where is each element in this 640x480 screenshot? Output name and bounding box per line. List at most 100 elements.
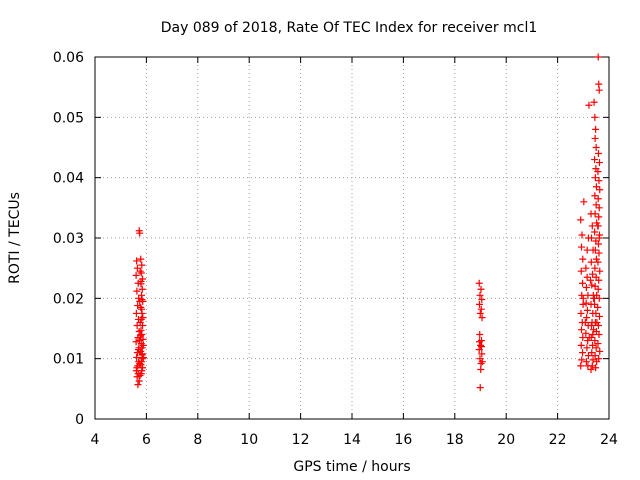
data-point [589, 356, 597, 364]
data-point [591, 264, 599, 272]
data-point [577, 309, 585, 317]
data-point [139, 353, 147, 361]
data-point [591, 282, 599, 290]
data-point [588, 281, 596, 289]
data-point [139, 364, 147, 372]
data-point [478, 358, 486, 366]
data-point [583, 273, 591, 281]
data-point [595, 276, 603, 284]
plot-frame [94, 56, 610, 420]
data-point [580, 198, 588, 206]
data-point [139, 321, 147, 329]
data-point [587, 334, 595, 342]
data-point [478, 343, 486, 351]
data-point [595, 294, 603, 302]
data-point [585, 101, 593, 109]
x-tick-label: 22 [549, 432, 567, 448]
x-tick-label: 20 [497, 432, 515, 448]
data-point [594, 285, 602, 293]
data-point [578, 231, 586, 239]
data-point [477, 305, 485, 313]
data-point [582, 264, 590, 272]
data-point [579, 294, 587, 302]
x-tick-label: 16 [394, 432, 412, 448]
y-tick-label: 0.05 [53, 110, 84, 126]
data-point [582, 329, 590, 337]
data-point [592, 255, 600, 263]
data-point [138, 331, 146, 339]
data-point [595, 355, 603, 363]
data-point [595, 234, 603, 242]
data-point [589, 270, 597, 278]
data-point [478, 314, 486, 322]
data-point [592, 364, 600, 372]
data-point [595, 80, 603, 88]
x-tick-label: 12 [292, 432, 310, 448]
data-point [596, 186, 604, 194]
x-tick-label: 6 [142, 432, 151, 448]
data-point [594, 303, 602, 311]
data-point [136, 332, 144, 340]
data-point [138, 296, 146, 304]
data-point [591, 300, 599, 308]
x-axis-label: GPS time / hours [293, 459, 410, 475]
data-point [136, 267, 144, 275]
data-point [132, 338, 140, 346]
data-point [577, 216, 585, 224]
data-point [594, 195, 602, 203]
x-tick-label: 14 [343, 432, 361, 448]
data-points [132, 53, 604, 392]
data-point [577, 341, 585, 349]
data-point [578, 243, 586, 251]
data-point [595, 331, 603, 339]
data-point [594, 258, 602, 266]
data-point [579, 279, 587, 287]
x-tick-label: 8 [193, 432, 202, 448]
data-point [578, 291, 586, 299]
data-point [583, 314, 591, 322]
x-tick-label: 10 [240, 432, 258, 448]
data-point [594, 340, 602, 348]
data-point [132, 271, 140, 279]
data-point [138, 350, 146, 358]
data-point [590, 98, 598, 106]
data-point [476, 384, 484, 392]
data-point [134, 381, 142, 389]
data-point [582, 283, 590, 291]
x-tick-label: 24 [600, 432, 618, 448]
data-point [592, 144, 600, 151]
data-point [591, 210, 599, 218]
data-point [133, 349, 141, 357]
data-point [595, 213, 603, 221]
data-point [476, 331, 484, 339]
data-point [477, 341, 484, 349]
data-point [592, 201, 600, 209]
data-point [591, 156, 599, 164]
data-point [595, 86, 603, 94]
y-tick-label: 0.02 [53, 291, 84, 307]
data-point [593, 219, 601, 227]
data-point [596, 347, 604, 355]
data-point [579, 300, 587, 308]
data-point [137, 255, 145, 263]
data-point [589, 341, 597, 349]
data-point [584, 352, 592, 360]
data-point [595, 159, 603, 167]
data-point [591, 352, 599, 360]
data-point [594, 150, 602, 158]
data-point [136, 229, 144, 237]
data-point [133, 353, 141, 361]
data-point [591, 113, 599, 121]
data-point [595, 177, 603, 185]
data-point [133, 287, 141, 295]
data-point [579, 349, 587, 357]
data-point [477, 366, 485, 374]
data-point [591, 228, 599, 236]
data-point [591, 134, 599, 142]
gridlines [95, 57, 609, 419]
data-point [591, 174, 599, 182]
y-tick-label: 0.06 [53, 50, 84, 66]
data-point [475, 300, 483, 308]
data-point [596, 267, 604, 275]
data-point [588, 349, 596, 357]
